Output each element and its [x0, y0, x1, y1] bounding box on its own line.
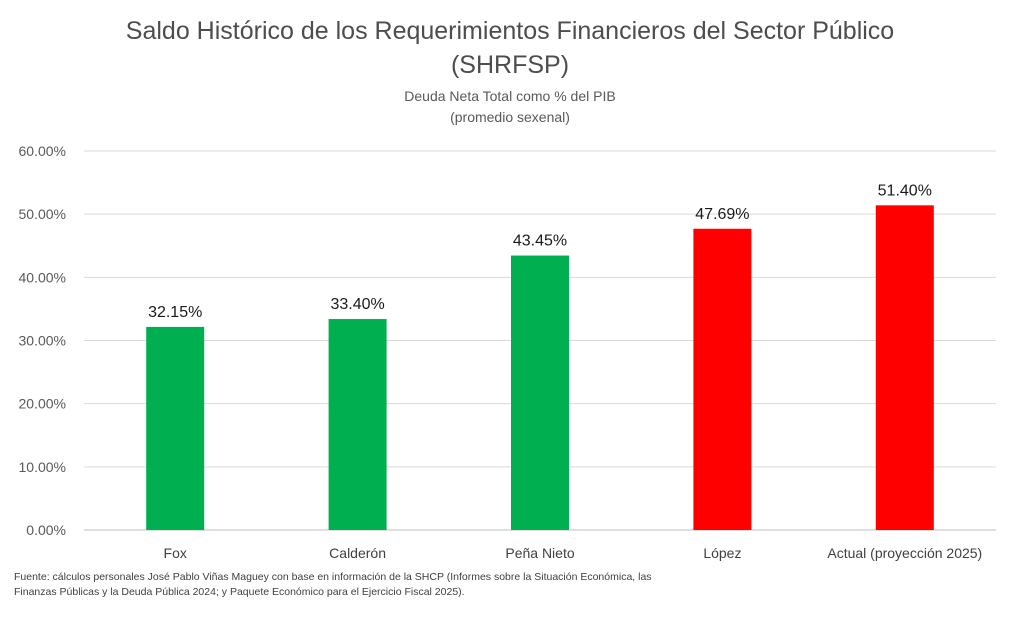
x-tick-label: Peña Nieto: [505, 545, 574, 561]
y-tick-label: 50.00%: [19, 206, 66, 222]
y-axis-ticks: 0.00% 10.00% 20.00% 30.00% 40.00% 50.00% 60.00…: [19, 143, 66, 538]
y-tick-label: 30.00%: [19, 333, 66, 349]
data-label: 43.45%: [513, 233, 567, 250]
x-tick-label: Actual (proyección 2025): [827, 545, 982, 561]
chart-title-line2: (SHRFSP): [450, 51, 570, 79]
data-labels: 32.15% 33.40% 43.45% 47.69% 51.40%: [148, 182, 932, 321]
source-note-line1: Fuente: cálculos personales José Pablo V…: [14, 571, 652, 583]
data-label: 32.15%: [148, 304, 202, 321]
data-label: 33.40%: [330, 296, 384, 313]
source-note-line2: Finanzas Públicas y la Deuda Pública 202…: [14, 586, 465, 598]
y-tick-label: 0.00%: [26, 522, 66, 538]
data-label: 47.69%: [695, 206, 749, 223]
y-tick-label: 60.00%: [19, 143, 66, 159]
source-note: Fuente: cálculos personales José Pablo V…: [14, 570, 714, 600]
chart-subtitle-line1: Deuda Neta Total como % del PIB: [404, 88, 616, 104]
x-axis-labels: Fox Calderón Peña Nieto López Actual (proyec…: [164, 545, 983, 561]
chart-title-line1: Saldo Histórico de los Requerimientos Fi…: [125, 17, 895, 45]
bar: [875, 205, 934, 530]
x-tick-label: Fox: [164, 545, 187, 561]
x-tick-label: Calderón: [329, 545, 386, 561]
x-tick-label: López: [703, 545, 741, 561]
bar: [693, 228, 752, 530]
bars: [146, 205, 934, 530]
y-tick-label: 40.00%: [19, 269, 66, 285]
chart-title: Saldo Histórico de los Requerimientos Fi…: [0, 14, 1020, 82]
chart-subtitle: Deuda Neta Total como % del PIB (promedi…: [0, 86, 1020, 128]
data-label: 51.40%: [878, 182, 932, 199]
y-tick-label: 20.00%: [19, 396, 66, 412]
bar: [511, 255, 569, 530]
bar: [328, 319, 387, 530]
chart-subtitle-line2: (promedio sexenal): [450, 109, 570, 125]
bar: [146, 326, 205, 530]
y-tick-label: 10.00%: [19, 459, 66, 475]
